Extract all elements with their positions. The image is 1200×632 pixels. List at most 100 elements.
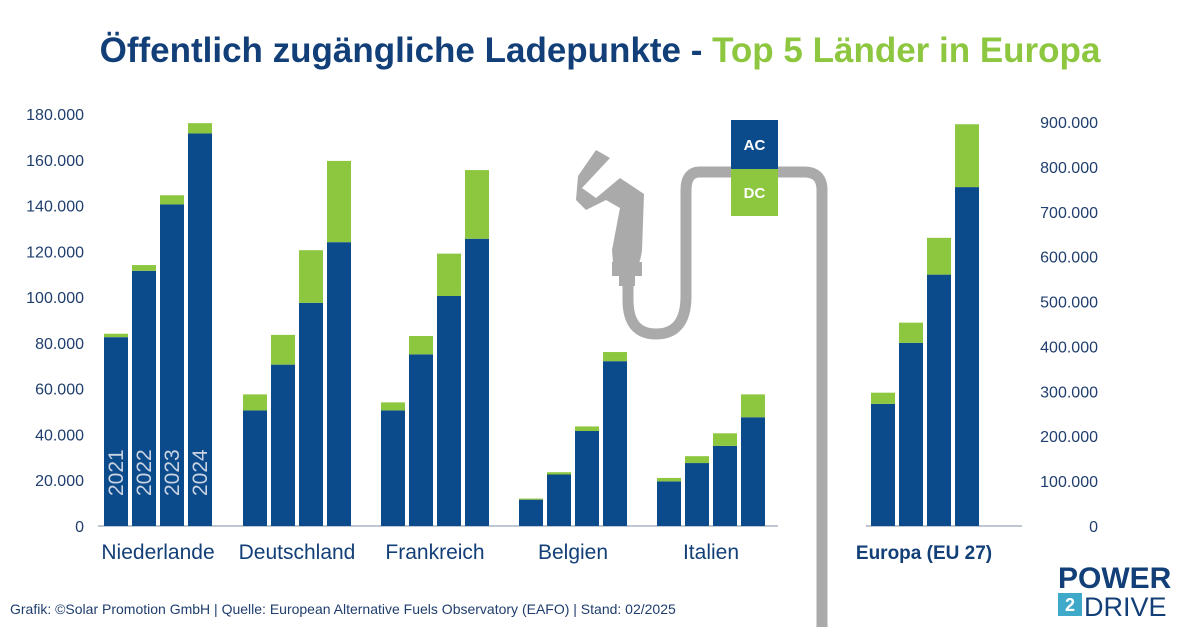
title-accent: Top 5 Länder in Europa [712, 31, 1101, 70]
europe-bars [871, 124, 979, 527]
bar-dc [871, 392, 895, 404]
y-tick-right: 300.000 [1040, 384, 1098, 401]
year-label: 2021 [105, 449, 128, 496]
bar-dc [927, 237, 951, 275]
bar-dc [132, 265, 156, 271]
bar-ac [381, 410, 405, 526]
bar-dc [437, 253, 461, 296]
bar-dc [713, 433, 737, 446]
logo-2-badge [1058, 593, 1082, 616]
category-label: Niederlande [101, 541, 214, 564]
legend: AC DC [731, 120, 778, 216]
y-tick-left: 0 [75, 519, 84, 536]
y-tick-left: 180.000 [26, 107, 84, 124]
bar-ac [465, 238, 489, 526]
y-axis-left: 0 20.000 40.000 60.000 80.000 100.000 120.000 1… [26, 107, 84, 536]
bar-ac [160, 204, 184, 526]
bar-dc [299, 250, 323, 303]
europe-labels: Europa (EU 27) [856, 543, 992, 564]
year-label: 2024 [189, 449, 212, 496]
bar-dc [271, 334, 295, 365]
category-label: Italien [683, 541, 739, 564]
europe-chart: 0 100.000 200.000 300.000 400.000 500.000 600.… [856, 115, 1098, 564]
footer-source: Grafik: ©Solar Promotion GmbH | Quelle: … [10, 601, 676, 617]
legend-dc-swatch [731, 169, 778, 216]
y-tick-left: 140.000 [26, 199, 84, 216]
bar-dc [465, 170, 489, 239]
bar-ac [409, 354, 433, 526]
year-label: 2022 [133, 449, 156, 496]
bar-ac [327, 242, 351, 526]
year-labels: 2021 2022 2023 2024 [105, 449, 212, 496]
bar-ac [188, 133, 212, 526]
bar-dc [160, 195, 184, 205]
y-axis-right: 0 100.000 200.000 300.000 400.000 500.000 600.… [1040, 115, 1098, 536]
y-tick-right: 500.000 [1040, 295, 1098, 312]
bar-ac [685, 463, 709, 526]
y-tick-left: 160.000 [26, 153, 84, 170]
bar-ac [603, 361, 627, 526]
bar-dc [381, 402, 405, 411]
title-main: Öffentlich zugängliche Ladepunkte - [100, 31, 713, 70]
country-bars [104, 123, 765, 526]
y-tick-left: 20.000 [35, 473, 84, 490]
y-tick-right: 0 [1089, 519, 1098, 536]
bar-dc [243, 394, 267, 411]
bar-dc [741, 394, 765, 418]
logo-2: 2 [1065, 595, 1075, 615]
bar-ac [899, 342, 923, 526]
bar-dc [899, 322, 923, 343]
bar-dc [188, 123, 212, 134]
bar-dc [657, 477, 681, 482]
y-tick-left: 100.000 [26, 290, 84, 307]
chart-title: Öffentlich zugängliche Ladepunkte - Top … [100, 31, 1101, 70]
y-tick-right: 400.000 [1040, 339, 1098, 356]
y-tick-left: 60.000 [35, 382, 84, 399]
bar-dc [104, 333, 128, 338]
category-label-europe: Europa (EU 27) [856, 543, 992, 564]
bar-ac [741, 417, 765, 526]
country-labels: Niederlande Deutschland Frankreich Belgien I… [101, 541, 739, 564]
logo-power: POWER [1058, 562, 1172, 595]
bar-ac [713, 445, 737, 526]
y-tick-left: 120.000 [26, 244, 84, 261]
bar-dc [547, 472, 571, 475]
bar-ac [955, 187, 979, 527]
category-label: Frankreich [385, 541, 484, 564]
category-label: Deutschland [239, 541, 356, 564]
ev-charging-plug-icon [576, 150, 828, 632]
bar-ac [132, 270, 156, 526]
y-tick-right: 800.000 [1040, 160, 1098, 177]
y-tick-right: 200.000 [1040, 429, 1098, 446]
legend-ac-label: AC [744, 137, 766, 154]
y-tick-left: 40.000 [35, 427, 84, 444]
bar-ac [299, 302, 323, 526]
y-tick-right: 100.000 [1040, 474, 1098, 491]
category-label: Belgien [538, 541, 608, 564]
y-tick-left: 80.000 [35, 336, 84, 353]
bar-ac [437, 295, 461, 526]
y-tick-right: 900.000 [1040, 115, 1098, 132]
bar-dc [409, 336, 433, 355]
logo-drive: DRIVE [1084, 592, 1167, 622]
bar-ac [104, 337, 128, 526]
bar-dc [955, 124, 979, 188]
bar-ac [519, 499, 543, 526]
bar-ac [575, 431, 599, 526]
bar-dc [685, 456, 709, 464]
bar-dc [327, 160, 351, 243]
legend-ac-swatch [731, 120, 778, 169]
bar-ac [271, 364, 295, 526]
bar-dc [575, 426, 599, 432]
power2drive-logo: POWER 2 DRIVE [1058, 562, 1172, 622]
year-label: 2023 [161, 449, 184, 496]
legend-dc-label: DC [744, 185, 766, 202]
bar-ac [871, 403, 895, 526]
bar-ac [657, 481, 681, 526]
bar-ac [243, 410, 267, 526]
country-chart: 0 20.000 40.000 60.000 80.000 100.000 120.000 1… [26, 107, 778, 564]
bar-ac [927, 274, 951, 526]
bar-ac [547, 474, 571, 526]
